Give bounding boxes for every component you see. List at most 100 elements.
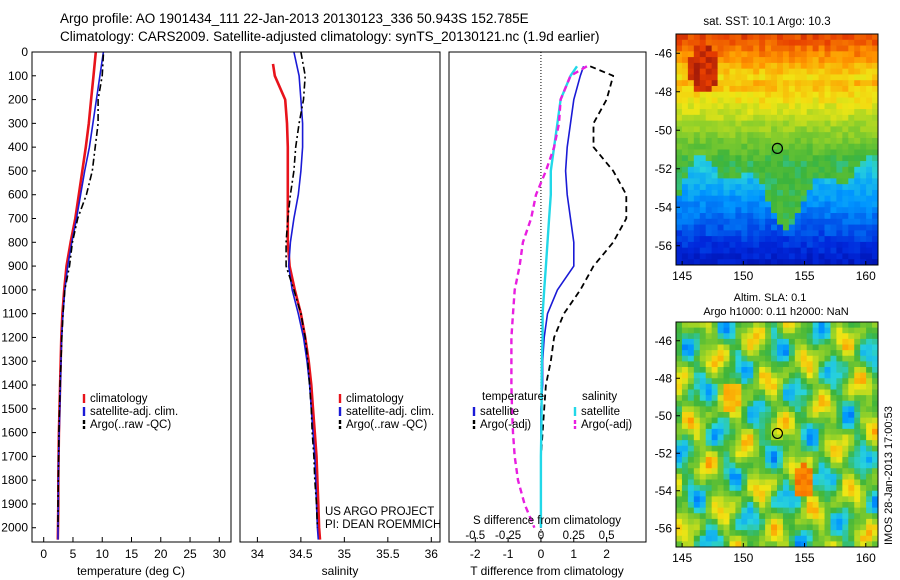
map-cell xyxy=(860,103,867,110)
map-cell xyxy=(676,327,683,334)
map-cell xyxy=(866,322,873,329)
map-cell xyxy=(794,513,802,520)
map-cell xyxy=(687,473,695,480)
map-cell xyxy=(830,372,837,379)
map-cell xyxy=(717,97,724,104)
map-cell xyxy=(818,350,825,357)
map-cell xyxy=(735,473,742,480)
map-cell xyxy=(836,338,843,345)
map-cell xyxy=(854,103,861,110)
map-cell xyxy=(765,97,772,104)
header-line-1: Argo profile: AO 1901434_111 22-Jan-2013… xyxy=(60,11,529,26)
map-cell xyxy=(860,400,867,407)
map-cell xyxy=(687,395,695,402)
map-cell xyxy=(777,451,784,458)
map-cell xyxy=(854,479,861,486)
map-cell xyxy=(854,132,861,139)
map-cell xyxy=(854,502,861,509)
map-cell xyxy=(735,457,742,464)
map-cell xyxy=(741,485,748,492)
map-cell xyxy=(735,490,742,497)
map-cell xyxy=(717,462,724,469)
map-cell xyxy=(866,361,873,368)
map-cell xyxy=(747,355,754,362)
map-cell xyxy=(717,378,724,385)
map-cell xyxy=(735,383,742,390)
map-cell xyxy=(800,189,808,197)
map-cell xyxy=(854,327,861,334)
map-cell xyxy=(741,322,748,329)
map-cell xyxy=(806,224,814,231)
map-cell xyxy=(788,462,796,469)
map-cell xyxy=(854,333,861,340)
depth-tick-label: 1400 xyxy=(1,378,28,392)
map-cell xyxy=(872,479,879,486)
map-cell xyxy=(818,184,825,191)
map-cell xyxy=(687,513,695,520)
map-cell xyxy=(848,195,855,202)
map-cell xyxy=(854,178,861,185)
map-cell xyxy=(866,207,873,214)
map-cell xyxy=(782,530,790,537)
map-cell xyxy=(771,541,778,548)
map-cell xyxy=(830,51,837,58)
map-cell xyxy=(800,97,808,104)
map-cell xyxy=(759,114,766,122)
map-cell xyxy=(687,344,695,351)
map-cell xyxy=(705,57,713,64)
map-cell xyxy=(818,120,825,127)
map-cell xyxy=(854,45,861,52)
map-cell xyxy=(687,322,695,329)
map-cell xyxy=(705,247,713,254)
map-cell xyxy=(699,120,707,127)
temperature-x-tick-label: 5 xyxy=(70,547,77,561)
map-cell xyxy=(771,395,778,402)
map-cell xyxy=(848,161,855,168)
map-cell xyxy=(788,473,796,480)
map-cell xyxy=(717,103,724,110)
map-cell xyxy=(818,367,825,374)
map-cell xyxy=(735,184,742,191)
map-cell xyxy=(860,80,867,87)
map-cell xyxy=(699,530,707,537)
map-cell xyxy=(741,57,748,64)
map-cell xyxy=(723,149,730,156)
map-cell xyxy=(676,333,683,340)
map-cell xyxy=(824,383,831,390)
map-cell xyxy=(759,161,766,168)
map-cell xyxy=(836,350,843,357)
map-cell xyxy=(806,259,814,266)
map-cell xyxy=(848,468,855,475)
map-cell xyxy=(759,412,766,419)
map-cell xyxy=(759,530,766,537)
map-cell xyxy=(788,530,796,537)
map-cell xyxy=(777,166,784,174)
map-cell xyxy=(872,417,879,424)
map-cell xyxy=(741,367,748,374)
map-cell xyxy=(765,434,772,441)
map-cell xyxy=(747,247,754,254)
map-cell xyxy=(818,85,825,93)
map-cell xyxy=(747,322,754,329)
map-cell xyxy=(860,51,867,58)
map-cell xyxy=(854,161,861,168)
map-cell xyxy=(836,68,843,75)
map-cell xyxy=(753,322,760,329)
map-cell xyxy=(824,344,831,351)
map-cell xyxy=(788,253,796,260)
map-cell xyxy=(676,149,683,156)
map-cell xyxy=(806,372,814,379)
map-cell xyxy=(723,395,730,402)
map-cell xyxy=(830,253,837,260)
project-line-2: PI: DEAN ROEMMICH xyxy=(325,519,441,531)
map-cell xyxy=(842,51,849,58)
map-cell xyxy=(729,126,736,133)
map-cell xyxy=(753,468,760,475)
map-cell xyxy=(800,445,808,452)
map-cell xyxy=(830,236,837,243)
map-cell xyxy=(842,338,849,345)
map-cell xyxy=(681,213,689,220)
map-cell xyxy=(741,490,748,497)
map-cell xyxy=(699,137,707,145)
map-cell xyxy=(777,417,784,424)
